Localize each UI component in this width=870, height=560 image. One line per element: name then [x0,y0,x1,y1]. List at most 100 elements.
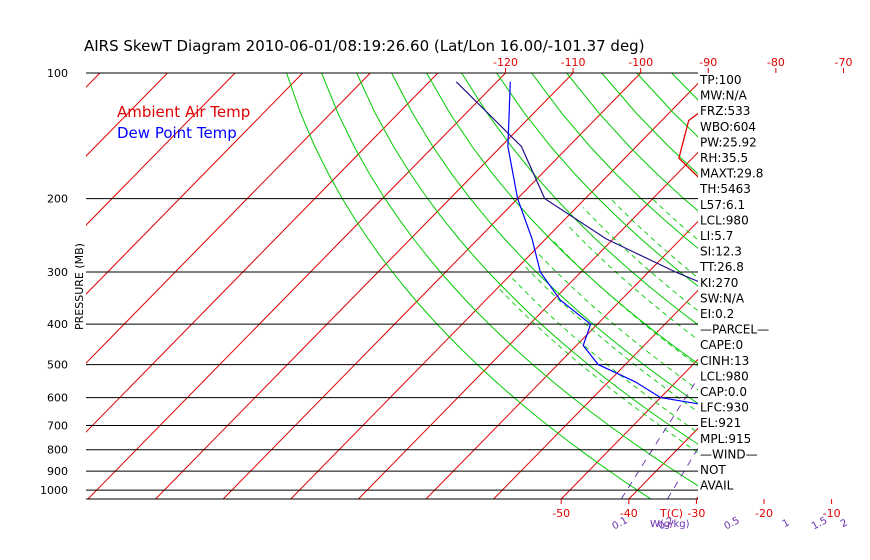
isotherm-line [222,73,642,499]
pressure-tick-label: 500 [47,359,68,372]
pressure-tick-label: 600 [47,392,68,405]
mixing-ratio-tick-label: 0.5 [723,515,742,532]
isotherm-line [87,73,506,499]
isotherm-line [86,73,168,157]
pressure-tick-labels: 100 200 300 400 500 600 700 800 900 1000 [40,67,68,497]
moist-adiabat-line [651,198,698,241]
index-value: LI:5.7 [700,229,733,243]
top-axis-ticks: -120-110-100-90-80-70-60-50-40 [493,56,852,73]
dry-adiabat-line [531,73,698,249]
dry-adiabat-line [847,73,870,499]
isotherm-line [86,73,236,226]
parcel-profile-line [455,81,698,283]
dry-adiabat-line [461,73,698,326]
index-value: —WIND— [700,447,758,461]
pressure-tick-label: 200 [47,193,68,206]
top-axis-tick-label: -70 [834,56,852,69]
pressure-tick-label: 400 [47,318,68,331]
index-value: LCL:980 [700,213,749,227]
bottom-axis-tick-label: -50 [552,507,570,520]
pressure-tick-label: 300 [47,266,68,279]
isotherm-line [290,82,698,499]
isotherm-line [86,73,304,295]
bottom-axis-unit: T(C) [659,507,683,520]
dry-adiabat-line [496,73,698,287]
index-value: AVAIL [700,479,734,493]
index-value: SW:N/A [700,291,745,305]
bottom-axis-tick-label: -20 [755,507,773,520]
index-value: CAPE:0 [700,338,743,352]
isotherm-line [764,73,870,499]
isotherm-line [155,73,574,499]
bottom-axis-tick-label: -30 [687,507,705,520]
index-value: EI:0.2 [700,307,734,321]
isotherm-line [86,73,371,364]
moist-adiabat-line [511,277,698,434]
index-value: LCL:980 [700,369,749,383]
isotherm-line [86,73,439,433]
index-value: MW:N/A [700,89,748,103]
pressure-tick-label: 700 [47,420,68,433]
index-value: PW:25.92 [700,135,757,149]
index-value: EL:921 [700,416,741,430]
isotherm-line [832,73,870,499]
pressure-tick-label: 800 [47,444,68,457]
pressure-tick-label: 1000 [40,484,68,497]
dry-adiabat-line [812,73,870,499]
mixing-ratio-line [845,324,870,499]
legend-dewpoint: Dew Point Temp [117,124,237,142]
mixing-ratio-line [787,324,870,499]
legend-ambient: Ambient Air Temp [117,103,250,121]
top-axis-tick-label: -120 [493,56,518,69]
index-value: TP:100 [699,73,742,87]
chart-title: AIRS SkewT Diagram 2010-06-01/08:19:26.6… [84,37,645,55]
moist-adiabat-line [537,252,698,391]
index-value: RH:35.5 [700,151,748,165]
pressure-tick-label: 900 [47,465,68,478]
pressure-tick-label: 100 [47,67,68,80]
isotherm-line [0,73,32,499]
top-axis-tick-label: -100 [628,56,653,69]
profile-lines [455,81,698,405]
mixing-ratio-unit: W(g/kg) [650,519,690,530]
index-value: SI:12.3 [700,245,742,259]
top-axis-tick-label: -110 [561,56,586,69]
dry-adiabat-line [426,73,698,365]
index-value: NOT [700,463,726,477]
index-value: TT:26.8 [699,260,744,274]
index-value: TH:5463 [699,182,751,196]
moist-adiabat-line [551,238,698,367]
mixing-ratio-line [620,377,698,499]
dry-adiabat-line [286,73,652,499]
moist-adiabat-line [499,288,698,454]
index-value: CINH:13 [700,354,749,368]
mixing-ratio-tick-label: 2 [839,517,850,530]
index-value: CAP:0.0 [700,385,747,399]
dewpoint-profile-line [507,81,698,405]
mixing-ratio-line [821,324,870,499]
dry-adiabat-line [391,73,698,405]
dry-adiabat-line [777,73,870,499]
isotherm-line [560,358,698,499]
bottom-axis-tick-label: -40 [620,507,638,520]
moist-adiabat-line [760,199,870,499]
dry-adiabat-line [321,73,698,487]
index-value: WBO:604 [700,120,756,134]
isobar-lines [86,72,698,500]
index-value: FRZ:533 [700,104,750,118]
bottom-axis-ticks: -50-40-30-20-100102030 [552,499,841,520]
moist-adiabat-line [524,265,698,413]
top-axis-tick-label: -90 [699,56,717,69]
moist-adiabat-line [566,223,698,341]
index-value: MPL:915 [700,432,751,446]
mixing-ratio-tick-label: 1 [781,517,792,530]
index-value: KI:270 [700,276,738,290]
isotherm-line [425,220,698,499]
index-value: L57:6.1 [700,198,745,212]
dry-adiabat-line [742,73,870,499]
bottom-axis-tick-label: -10 [823,507,841,520]
dry-adiabat-line [356,73,698,445]
index-value: MAXT:29.8 [700,167,763,181]
